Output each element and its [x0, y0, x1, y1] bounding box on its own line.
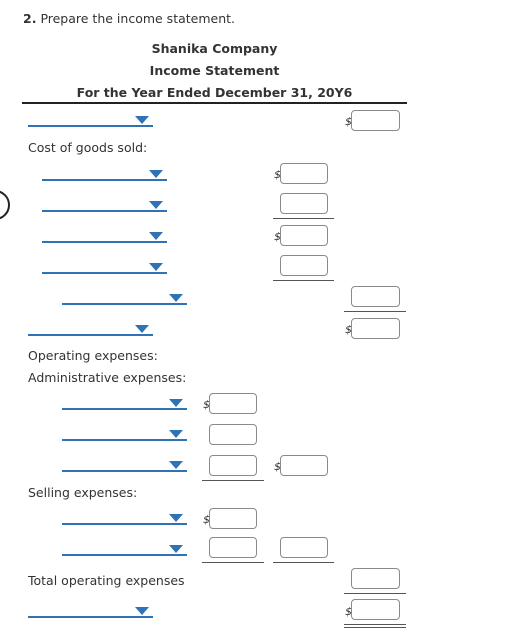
label-selling-expenses: Selling expenses: [28, 485, 138, 500]
dollar-sign: $ [345, 323, 352, 336]
dollar-sign: $ [345, 605, 352, 618]
input-admin-3[interactable] [209, 455, 257, 476]
input-admin-2[interactable] [209, 424, 257, 445]
underline [344, 311, 406, 312]
dropdown-sales[interactable] [28, 115, 153, 127]
label-total-operating-expenses: Total operating expenses [28, 573, 185, 588]
chevron-down-icon [135, 116, 149, 124]
question-number: 2. [23, 11, 37, 26]
input-cogs-1[interactable] [280, 163, 328, 184]
dropdown-net-income[interactable] [28, 606, 153, 618]
chevron-down-icon [169, 430, 183, 438]
chevron-down-icon [149, 201, 163, 209]
label-cogs: Cost of goods sold: [28, 140, 148, 155]
chevron-down-icon [149, 232, 163, 240]
question-text: Prepare the income statement. [40, 11, 236, 26]
input-cogs-3[interactable] [280, 225, 328, 246]
dollar-sign: $ [203, 513, 210, 526]
company-name: Shanika Company [151, 41, 278, 56]
input-selling-1[interactable] [209, 508, 257, 529]
input-admin-1[interactable] [209, 393, 257, 414]
header-rule [22, 102, 407, 104]
dropdown-cogs-4[interactable] [42, 262, 167, 274]
dropdown-selling-1[interactable] [62, 513, 187, 525]
dollar-sign: $ [274, 230, 281, 243]
double-underline [344, 627, 406, 628]
input-selling-2[interactable] [209, 537, 257, 558]
dropdown-cogs-1[interactable] [42, 169, 167, 181]
underline [273, 218, 334, 219]
input-sales[interactable] [351, 110, 400, 131]
chevron-down-icon [169, 294, 183, 302]
dropdown-admin-2[interactable] [62, 429, 187, 441]
input-cogs-total[interactable] [351, 286, 400, 307]
underline [273, 280, 334, 281]
chevron-down-icon [169, 399, 183, 407]
underline [202, 480, 264, 481]
chevron-down-icon [149, 170, 163, 178]
dropdown-gross-profit[interactable] [28, 324, 153, 336]
double-underline [344, 624, 406, 625]
cursor-circle [0, 190, 10, 220]
dropdown-admin-1[interactable] [62, 398, 187, 410]
dollar-sign: $ [274, 460, 281, 473]
statement-title: Income Statement [149, 63, 280, 78]
label-administrative-expenses: Administrative expenses: [28, 370, 187, 385]
chevron-down-icon [169, 545, 183, 553]
chevron-down-icon [169, 461, 183, 469]
underline [344, 593, 406, 594]
input-cogs-4[interactable] [280, 255, 328, 276]
input-cogs-2[interactable] [280, 193, 328, 214]
underline [273, 562, 334, 563]
dropdown-cogs-3[interactable] [42, 231, 167, 243]
dropdown-cogs-total[interactable] [62, 293, 187, 305]
question-prompt: 2. Prepare the income statement. [23, 11, 235, 26]
dollar-sign: $ [203, 398, 210, 411]
input-selling-total[interactable] [280, 537, 328, 558]
dollar-sign: $ [345, 115, 352, 128]
chevron-down-icon [135, 325, 149, 333]
chevron-down-icon [169, 514, 183, 522]
dropdown-cogs-2[interactable] [42, 200, 167, 212]
input-total-operating-expenses[interactable] [351, 568, 400, 589]
dropdown-selling-2[interactable] [62, 544, 187, 556]
input-gross-profit[interactable] [351, 318, 400, 339]
chevron-down-icon [149, 263, 163, 271]
input-admin-total[interactable] [280, 455, 328, 476]
underline [202, 562, 264, 563]
statement-period: For the Year Ended December 31, 20Y6 [76, 85, 353, 100]
dropdown-admin-3[interactable] [62, 460, 187, 472]
chevron-down-icon [135, 607, 149, 615]
label-operating-expenses: Operating expenses: [28, 348, 158, 363]
input-net-income[interactable] [351, 599, 400, 620]
dollar-sign: $ [274, 168, 281, 181]
